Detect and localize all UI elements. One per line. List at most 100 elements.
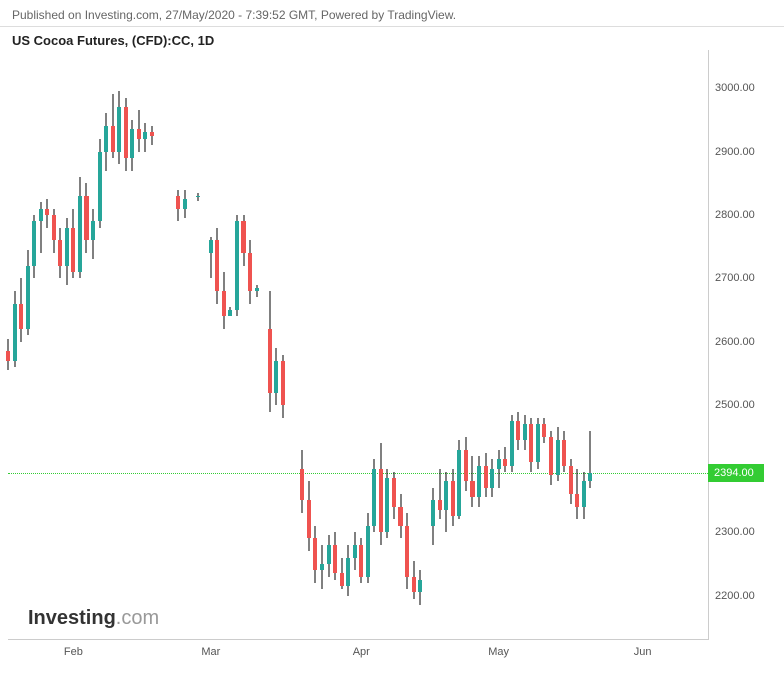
candle (215, 50, 219, 640)
candle (313, 50, 317, 640)
candle (228, 50, 232, 640)
candle (150, 50, 154, 640)
candle (104, 50, 108, 640)
candle (307, 50, 311, 640)
candle (385, 50, 389, 640)
candle (111, 50, 115, 640)
candle (281, 50, 285, 640)
y-tick-label: 2300.00 (715, 526, 755, 538)
candle (91, 50, 95, 640)
candle (359, 50, 363, 640)
logo-suffix: .com (116, 607, 159, 629)
candle (58, 50, 62, 640)
candle (510, 50, 514, 640)
candle (412, 50, 416, 640)
candle (65, 50, 69, 640)
candle (490, 50, 494, 640)
candle (333, 50, 337, 640)
candle (405, 50, 409, 640)
candle (516, 50, 520, 640)
y-axis: 2200.002300.002400.002500.002600.002700.… (708, 50, 776, 640)
candle (340, 50, 344, 640)
candle (196, 50, 200, 640)
candle (71, 50, 75, 640)
candle (130, 50, 134, 640)
candle (98, 50, 102, 640)
candle (32, 50, 36, 640)
candle (562, 50, 566, 640)
x-tick-label: Mar (201, 646, 220, 658)
candle (209, 50, 213, 640)
chart-container: 2200.002300.002400.002500.002600.002700.… (8, 50, 776, 680)
y-tick-label: 2700.00 (715, 272, 755, 284)
candle (484, 50, 488, 640)
candle (582, 50, 586, 640)
candle (542, 50, 546, 640)
candle (575, 50, 579, 640)
candle (392, 50, 396, 640)
candle (183, 50, 187, 640)
candle (124, 50, 128, 640)
candle (45, 50, 49, 640)
candle (503, 50, 507, 640)
x-tick-label: Feb (64, 646, 83, 658)
candle (143, 50, 147, 640)
x-axis: FebMarAprMayJun (8, 640, 708, 670)
current-price-label: 2394.00 (708, 464, 764, 482)
candle (556, 50, 560, 640)
candle (497, 50, 501, 640)
candle (536, 50, 540, 640)
candle (372, 50, 376, 640)
candle (457, 50, 461, 640)
candle (6, 50, 10, 640)
candle (274, 50, 278, 640)
x-tick-label: Apr (353, 646, 370, 658)
candle (346, 50, 350, 640)
candle (235, 50, 239, 640)
candle (464, 50, 468, 640)
candle (569, 50, 573, 640)
candle (523, 50, 527, 640)
y-tick-label: 3000.00 (715, 82, 755, 94)
candle (353, 50, 357, 640)
y-tick-label: 2600.00 (715, 336, 755, 348)
candle (248, 50, 252, 640)
candle (241, 50, 245, 640)
y-tick-label: 2500.00 (715, 399, 755, 411)
candle (529, 50, 533, 640)
y-tick-label: 2800.00 (715, 209, 755, 221)
candle (222, 50, 226, 640)
candle (300, 50, 304, 640)
candle (444, 50, 448, 640)
publish-text: Published on Investing.com, 27/May/2020 … (12, 8, 456, 22)
candle (477, 50, 481, 640)
candle (52, 50, 56, 640)
candle (366, 50, 370, 640)
candle (431, 50, 435, 640)
candle (588, 50, 592, 640)
candle (137, 50, 141, 640)
investing-logo: Investing.com (28, 607, 159, 630)
candle (470, 50, 474, 640)
candle (398, 50, 402, 640)
candle (327, 50, 331, 640)
publish-header: Published on Investing.com, 27/May/2020 … (0, 0, 784, 27)
candle (39, 50, 43, 640)
candle (418, 50, 422, 640)
candle (13, 50, 17, 640)
logo-brand: Investing (28, 607, 116, 629)
plot-area[interactable] (8, 50, 708, 640)
candle (19, 50, 23, 640)
y-tick-label: 2900.00 (715, 146, 755, 158)
candle (84, 50, 88, 640)
candle (320, 50, 324, 640)
candle (255, 50, 259, 640)
candle (78, 50, 82, 640)
candle (176, 50, 180, 640)
candle (117, 50, 121, 640)
candle (451, 50, 455, 640)
candle (268, 50, 272, 640)
candle (549, 50, 553, 640)
candle (438, 50, 442, 640)
candle (379, 50, 383, 640)
